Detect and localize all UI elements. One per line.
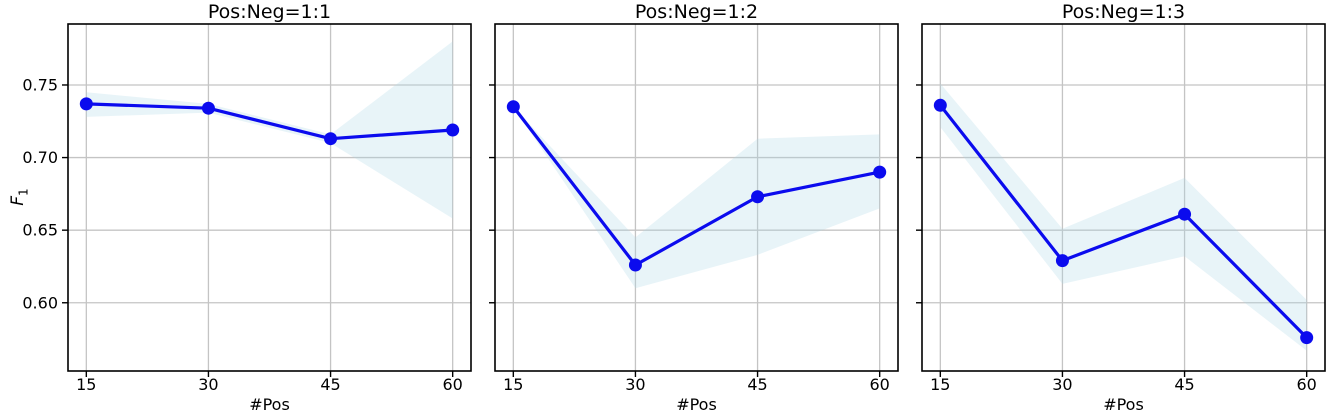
x-tick-label: 15 <box>930 375 950 394</box>
x-axis-label-3: #Pos <box>1103 395 1144 414</box>
data-point <box>446 123 460 137</box>
y-tick-label: 0.65 <box>22 221 58 240</box>
confidence-band <box>513 106 880 289</box>
data-point <box>933 98 947 112</box>
subplot-title-1-3: Pos:Neg=1:3 <box>1061 1 1186 23</box>
x-tick-label: 45 <box>1174 375 1194 394</box>
x-tick-label: 45 <box>320 375 340 394</box>
data-point <box>873 165 887 179</box>
x-tick-label: 60 <box>443 375 463 394</box>
axes-spine <box>67 23 472 372</box>
data-point <box>628 258 642 272</box>
y-tick-label: 0.70 <box>22 148 58 167</box>
x-tick-label: 15 <box>76 375 96 394</box>
data-point <box>79 97 93 111</box>
y-tick-label: 0.60 <box>22 293 58 312</box>
axes-spine <box>494 23 899 372</box>
x-axis-label-1: #Pos <box>249 395 290 414</box>
data-point <box>1178 207 1192 221</box>
y-axis-label: F1 <box>7 175 31 219</box>
x-tick-label: 30 <box>198 375 218 394</box>
y-axis-label-subscript: 1 <box>16 188 31 196</box>
axes-spine <box>921 23 1326 372</box>
y-tick-label: 0.75 <box>22 75 58 94</box>
x-tick-label: 15 <box>503 375 523 394</box>
data-point <box>1300 331 1314 345</box>
y-axis-label-symbol: F <box>8 195 28 206</box>
x-tick-label: 30 <box>625 375 645 394</box>
data-point <box>751 190 765 204</box>
series-line <box>86 102 453 141</box>
x-tick-label: 30 <box>1052 375 1072 394</box>
confidence-band <box>940 83 1307 351</box>
series-line <box>939 104 1308 339</box>
confidence-band <box>86 41 453 219</box>
series-line <box>512 105 880 267</box>
x-tick-label: 45 <box>747 375 767 394</box>
x-axis-label-2: #Pos <box>676 395 717 414</box>
data-point <box>201 101 215 115</box>
x-tick-label: 60 <box>870 375 890 394</box>
data-point <box>506 100 520 114</box>
subplot-title-1-1: Pos:Neg=1:1 <box>207 1 332 23</box>
subplot-title-1-2: Pos:Neg=1:2 <box>634 1 759 23</box>
x-tick-label: 60 <box>1297 375 1317 394</box>
data-point <box>1055 254 1069 268</box>
data-point <box>324 132 338 146</box>
